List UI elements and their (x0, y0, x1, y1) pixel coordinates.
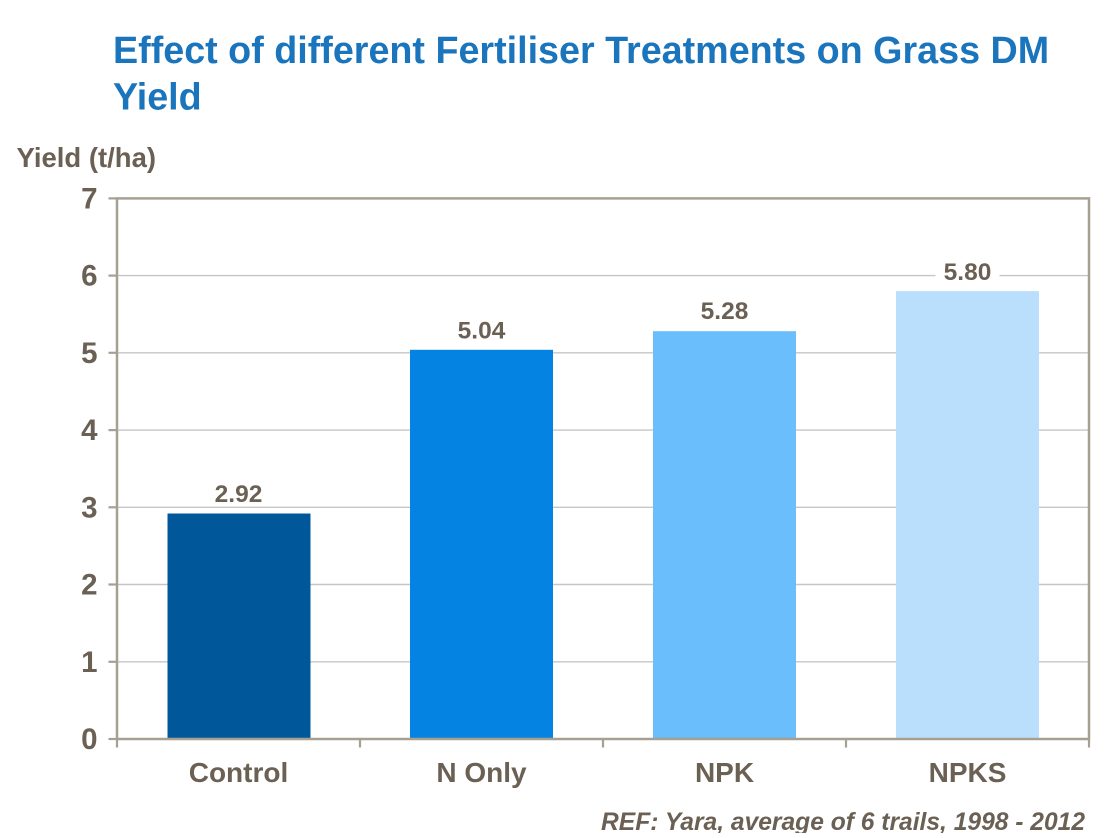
svg-text:REF: Yara, average of 6 trails: REF: Yara, average of 6 trails, 1998 - 2… (601, 809, 1085, 833)
svg-text:0: 0 (81, 723, 97, 756)
svg-text:4: 4 (81, 414, 98, 447)
svg-text:7: 7 (81, 183, 97, 216)
svg-text:Yield (t/ha): Yield (t/ha) (17, 142, 157, 173)
svg-text:N Only: N Only (436, 757, 527, 788)
svg-text:1: 1 (81, 646, 97, 679)
svg-text:3: 3 (81, 491, 97, 524)
svg-text:Yield: Yield (113, 76, 202, 118)
svg-text:5.80: 5.80 (944, 259, 992, 286)
svg-text:6: 6 (81, 260, 97, 293)
svg-text:5.04: 5.04 (458, 318, 506, 345)
svg-text:Effect of different Fertiliser: Effect of different Fertiliser Treatment… (113, 29, 1049, 71)
svg-text:5.28: 5.28 (701, 298, 749, 325)
svg-text:2: 2 (81, 569, 97, 602)
svg-text:Control: Control (189, 757, 289, 788)
svg-text:2.92: 2.92 (215, 481, 263, 508)
svg-text:NPK: NPK (695, 757, 754, 788)
svg-text:NPKS: NPKS (929, 757, 1007, 788)
svg-text:5: 5 (81, 337, 97, 370)
